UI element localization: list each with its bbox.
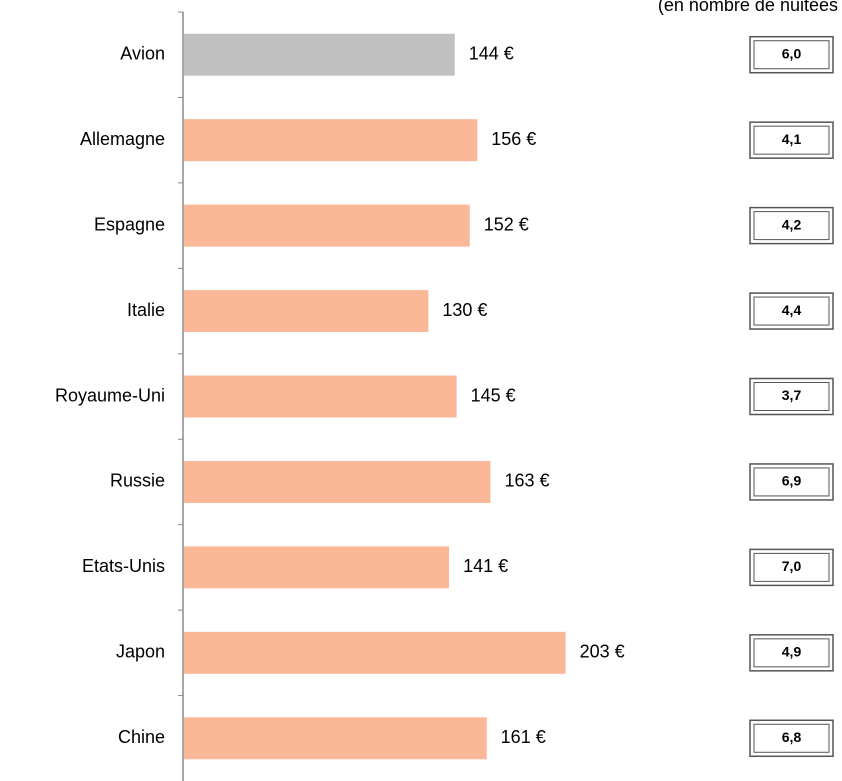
side-label: 4,9 [782,644,802,660]
side-label: 3,7 [782,387,802,403]
side-box-outer [749,121,834,159]
side-box-inner [753,125,830,155]
side-label: 4,2 [782,216,802,232]
bar [184,717,487,760]
side-box-outer [749,719,834,758]
category-label: Italie [127,300,165,320]
side-box-inner [753,467,830,497]
value-label: 203 € [580,642,625,662]
category-label: Etats-Unis [82,556,165,576]
side-box-outer [749,548,834,587]
bar [184,119,478,162]
value-label: 163 € [504,471,549,491]
side-box-outer [749,206,834,245]
side-label: 6,8 [782,729,802,745]
value-label: 156 € [491,129,536,149]
bar [184,460,491,503]
note: (en nombre de nuitées [658,0,838,15]
bar [184,204,470,247]
side-label: 6,0 [782,45,802,61]
side-box-inner [753,40,830,70]
bar [184,546,450,589]
value-label: 145 € [471,385,516,405]
side-label: 7,0 [782,558,802,574]
value-label: 152 € [484,214,529,234]
side-box-inner [753,638,830,668]
side-box-outer [749,634,834,672]
side-box-inner [753,296,830,326]
side-box-inner [753,723,830,753]
category-label: Allemagne [80,129,165,149]
bar [184,631,566,674]
side-label: 4,1 [782,131,802,147]
bar [184,33,455,76]
side-box-outer [749,292,834,330]
side-label: 4,4 [782,302,802,318]
side-box-outer [749,463,834,501]
value-label: 130 € [442,300,487,320]
category-label: Royaume-Uni [55,385,165,405]
side-box-outer [749,377,834,416]
category-label: Chine [118,727,165,747]
category-label: Espagne [94,214,165,234]
category-label: Japon [116,642,165,662]
bar [184,290,429,333]
side-box-inner [753,552,830,582]
side-box-inner [753,382,830,411]
side-box-inner [753,211,830,241]
category-label: Avion [120,43,165,63]
side-box-outer [749,35,834,74]
bar [184,375,457,418]
category-label: Russie [110,471,165,491]
side-label: 6,9 [782,473,802,489]
value-label: 161 € [501,727,546,747]
value-label: 144 € [469,43,514,63]
value-label: 141 € [463,556,508,576]
